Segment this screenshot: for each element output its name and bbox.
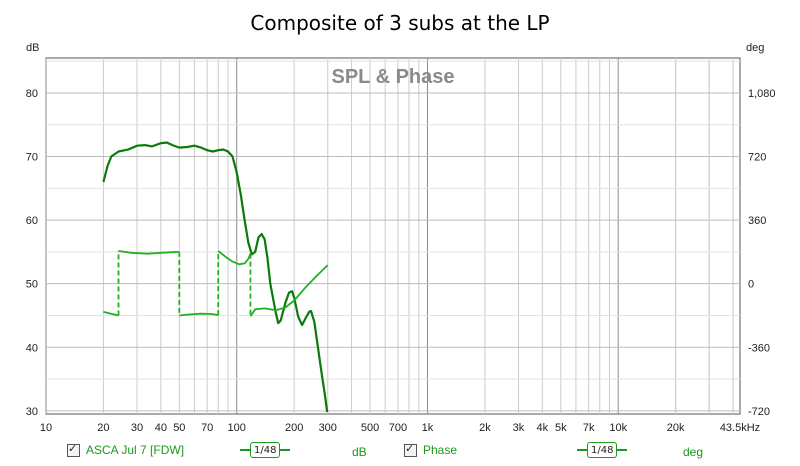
- y-tick-right-3: 360: [748, 215, 766, 227]
- x-tick-0: 10: [40, 422, 52, 434]
- series-phase-segment-2: [179, 312, 219, 317]
- y-tick-left-5: 80: [26, 88, 38, 100]
- y-tick-left-3: 60: [26, 215, 38, 227]
- x-tick-9: 500: [361, 422, 379, 434]
- x-tick-6: 100: [228, 422, 246, 434]
- y-axis-left: 30 40 50 60 70 80: [26, 88, 38, 418]
- series-phase-segment-3: [217, 250, 252, 266]
- series-phase-segment-4: [249, 264, 329, 317]
- chart-title: Composite of 3 subs at the LP: [250, 11, 549, 35]
- legend-label-phase: Phase: [423, 443, 458, 457]
- y-tick-left-4: 70: [26, 152, 38, 164]
- x-tick-7: 200: [285, 422, 303, 434]
- y-axis-left-unit: dB: [26, 42, 39, 54]
- legend: ASCA Jul 7 [FDW] 1/48 dB Phase 1/48 deg: [0, 440, 800, 464]
- legend-checkbox-phase[interactable]: [404, 442, 417, 457]
- legend-unit-phase: deg: [683, 445, 704, 459]
- y-tick-left-2: 50: [26, 279, 38, 291]
- x-tick-12: 2k: [479, 422, 491, 434]
- legend-unit-spl: dB: [352, 445, 367, 459]
- y-tick-right-0: -720: [748, 406, 770, 418]
- y-axis-right: -720 -360 0 360 720 1,080: [748, 88, 776, 418]
- x-tick-1: 20: [97, 422, 109, 434]
- smoothing-control-spl[interactable]: 1/48: [240, 442, 291, 458]
- x-tick-4: 50: [173, 422, 185, 434]
- smoothing-value-phase: 1/48: [587, 442, 618, 458]
- grid: [45, 58, 740, 414]
- x-tick-5: 70: [201, 422, 213, 434]
- series-spl-line: [102, 141, 329, 413]
- x-axis: 10 20 30 40 50 70 100 200 300 500 700 1k 2k 3k 4k 5k 7k 1…: [40, 422, 760, 434]
- series-layer: [102, 141, 329, 413]
- x-tick-2: 30: [131, 422, 143, 434]
- y-tick-right-5: 1,080: [748, 88, 776, 100]
- y-tick-left-1: 40: [26, 342, 38, 354]
- smoothing-value-spl: 1/48: [250, 442, 281, 458]
- x-tick-11: 1k: [422, 422, 434, 434]
- chart-subtitle: SPL & Phase: [331, 66, 454, 88]
- legend-item-phase[interactable]: Phase: [404, 442, 458, 457]
- y-tick-right-2: 0: [748, 279, 754, 291]
- x-tick-15: 5k: [555, 422, 567, 434]
- legend-checkbox-spl[interactable]: [67, 442, 80, 457]
- y-tick-right-4: 720: [748, 152, 766, 164]
- smoothing-control-phase[interactable]: 1/48: [577, 442, 628, 458]
- x-tick-18: 20k: [667, 422, 685, 434]
- y-tick-left-0: 30: [26, 406, 38, 418]
- x-tick-3: 40: [155, 422, 167, 434]
- x-tick-19: 43.5kHz: [720, 422, 760, 434]
- x-tick-17: 10k: [609, 422, 627, 434]
- x-tick-14: 4k: [537, 422, 549, 434]
- x-tick-10: 700: [389, 422, 407, 434]
- x-tick-16: 7k: [583, 422, 595, 434]
- series-phase-segment-1: [118, 250, 180, 255]
- plot-area: [45, 57, 741, 415]
- y-axis-right-unit: deg: [746, 42, 764, 54]
- series-phase-segment-0: [103, 311, 119, 317]
- y-tick-right-1: -360: [748, 342, 770, 354]
- x-tick-13: 3k: [513, 422, 525, 434]
- x-tick-8: 300: [319, 422, 337, 434]
- legend-item-spl[interactable]: ASCA Jul 7 [FDW]: [67, 442, 185, 457]
- legend-label-spl: ASCA Jul 7 [FDW]: [86, 443, 185, 457]
